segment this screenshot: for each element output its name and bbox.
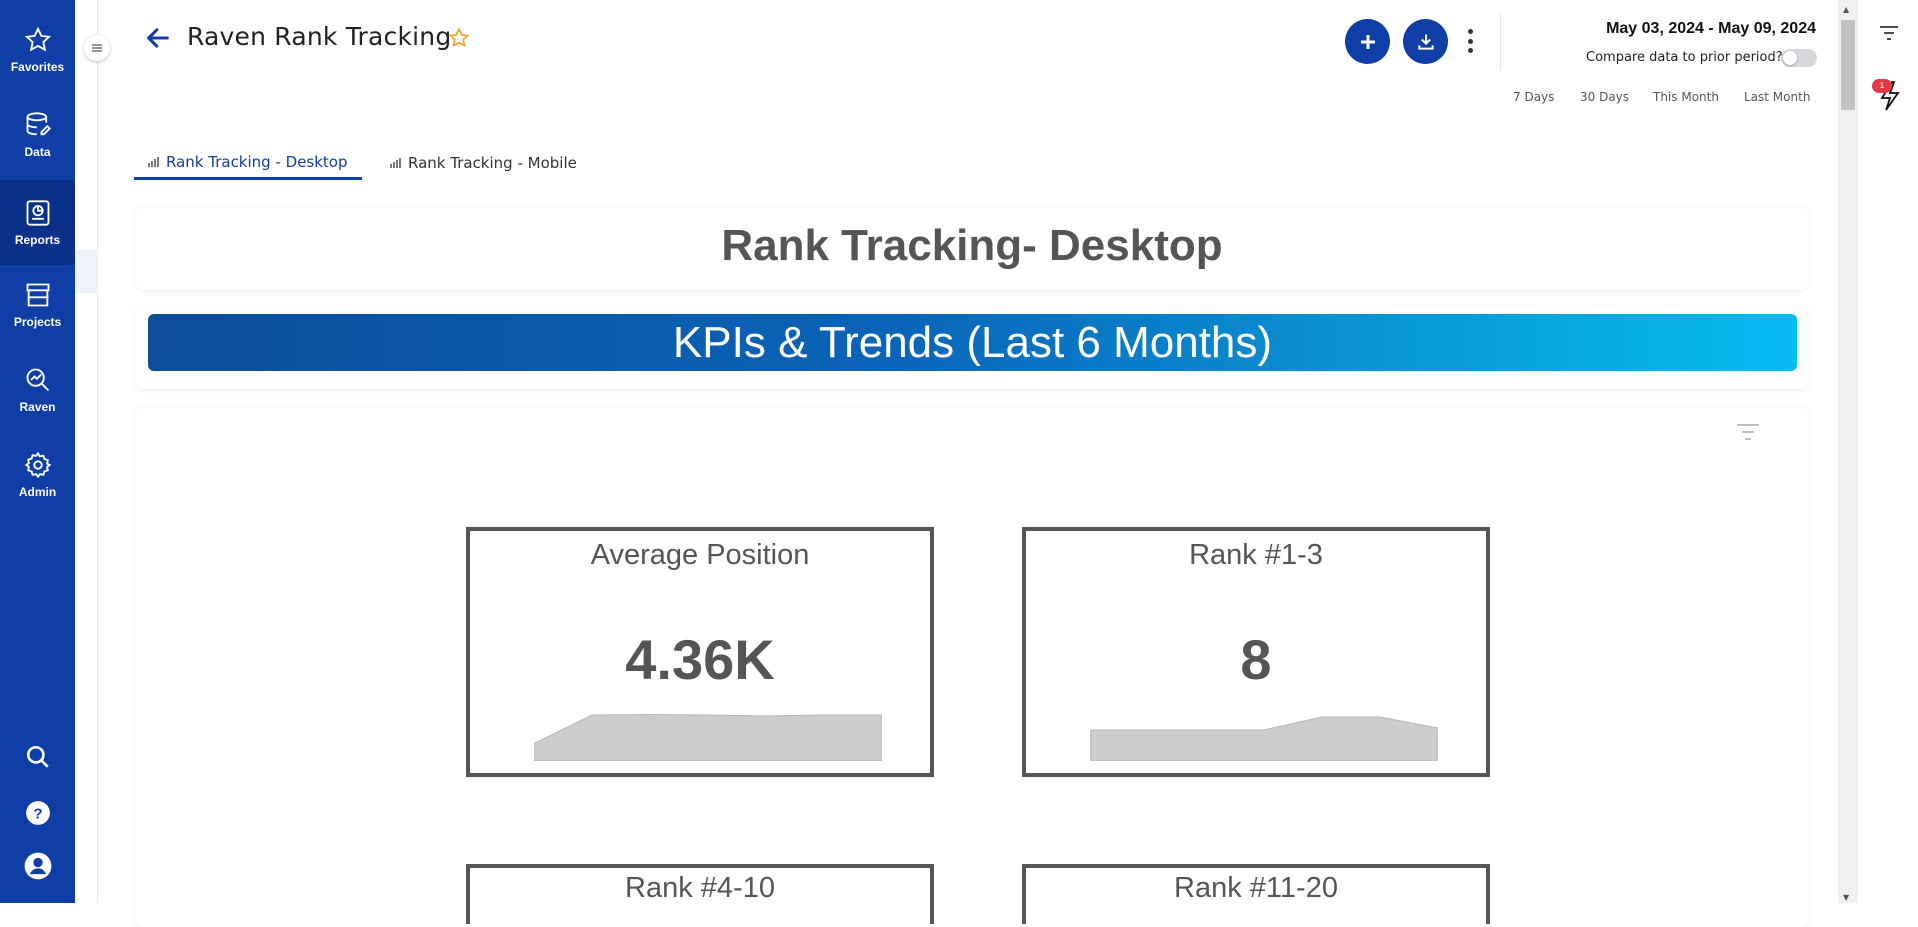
nav-favorites[interactable]: Favorites [0,10,75,90]
header-divider [1500,14,1501,70]
nav-projects[interactable]: Projects [0,265,75,345]
tab-rank-tracking-desktop[interactable]: Rank Tracking - Desktop [134,146,362,180]
kpi-value: 8 [1240,628,1272,691]
kpi-value: 4.36K [625,628,775,691]
scrollbar-thumb[interactable] [1841,20,1855,110]
svg-text:?: ? [33,805,42,822]
more-options-button[interactable] [1462,26,1478,56]
kpi-rank-4-10: Rank #4-10 [466,864,934,924]
secondary-rail [75,0,98,903]
kpi-banner-title: KPIs & Trends (Last 6 Months) [672,317,1273,367]
nav-label-reports: Reports [14,232,61,247]
notification-badge: 1 [1872,79,1892,93]
database-icon [26,112,51,136]
scroll-up-icon[interactable]: ▲ [1843,5,1850,14]
sparkline-average-position [534,713,882,761]
tab-rank-tracking-mobile[interactable]: Rank Tracking - Mobile [376,146,591,180]
sparkline-rank-1-3 [1090,716,1438,761]
tab-label: Rank Tracking - Desktop [166,152,348,171]
favorite-star-icon[interactable] [448,27,470,49]
search-icon [26,745,49,768]
star-icon [24,26,51,52]
filter-icon[interactable] [1880,26,1898,40]
nav-label-projects: Projects [13,315,62,329]
nav-search[interactable] [0,737,75,777]
kpi-title: Rank #1-3 [1189,539,1323,571]
kpi-rank-1-3: Rank #1-3 8 [1022,527,1490,777]
nav-reports[interactable]: Reports [0,180,75,265]
quick-range-this-month[interactable]: This Month [1653,90,1719,104]
scroll-down-icon[interactable]: ▼ [1843,893,1850,902]
nav-label-admin: Admin [18,485,57,499]
report-icon [26,199,49,226]
kpi-average-position: Average Position 4.36K [466,527,934,777]
menu-icon [92,44,102,52]
report-title-card: Rank Tracking- Desktop [135,207,1809,290]
back-arrow-icon[interactable] [144,24,172,52]
compare-label: Compare data to prior period? [1586,50,1783,65]
help-icon: ? [25,801,50,825]
plus-icon [1360,34,1375,49]
page-title: Raven Rank Tracking [187,22,452,51]
nav-help[interactable]: ? [0,793,75,833]
kpi-title: Rank #4-10 [625,872,775,904]
kpi-widget-card [135,407,1809,927]
secondary-rail-highlight [75,250,98,293]
nav-data[interactable]: Data [0,95,75,175]
kpi-banner: KPIs & Trends (Last 6 Months) [148,314,1797,371]
download-button[interactable] [1403,19,1448,64]
add-button[interactable] [1345,19,1390,64]
download-icon [1417,34,1434,50]
nav-admin[interactable]: Admin [0,435,75,515]
raven-icon [26,368,49,392]
nav-raven[interactable]: Raven [0,350,75,430]
date-range-picker[interactable]: May 03, 2024 - May 09, 2024 [1606,20,1816,37]
kpi-title: Rank #11-20 [1174,872,1338,904]
bar-chart-icon [148,156,159,167]
quick-range-30-days[interactable]: 30 Days [1580,90,1630,104]
left-nav: Favorites Data Reports Projects Raven Ad… [0,0,75,903]
sparkline-area [1090,716,1438,761]
report-title: Rank Tracking- Desktop [721,221,1223,270]
scrollbar[interactable] [1838,0,1858,903]
nav-user[interactable] [0,846,75,886]
kpi-title: Average Position [590,539,810,571]
widget-filter-icon[interactable] [1737,424,1759,440]
quick-range-last-month[interactable]: Last Month [1744,90,1811,104]
right-rail [1858,0,1918,903]
bar-chart-icon [390,158,401,168]
kpi-rank-11-20: Rank #11-20 [1022,864,1490,924]
nav-label-raven: Raven [19,400,56,414]
quick-range-7-days[interactable]: 7 Days [1513,90,1555,104]
collapse-menu-button[interactable] [84,35,110,61]
nav-label-favorites: Favorites [10,60,65,74]
tab-label: Rank Tracking - Mobile [408,154,577,172]
nav-label-data: Data [24,145,51,159]
lightning-icon[interactable] [1878,80,1900,112]
sparkline-area [534,713,882,761]
user-icon [24,852,51,880]
compare-toggle[interactable] [1781,49,1817,67]
store-icon [26,283,49,307]
gear-icon [24,451,51,479]
